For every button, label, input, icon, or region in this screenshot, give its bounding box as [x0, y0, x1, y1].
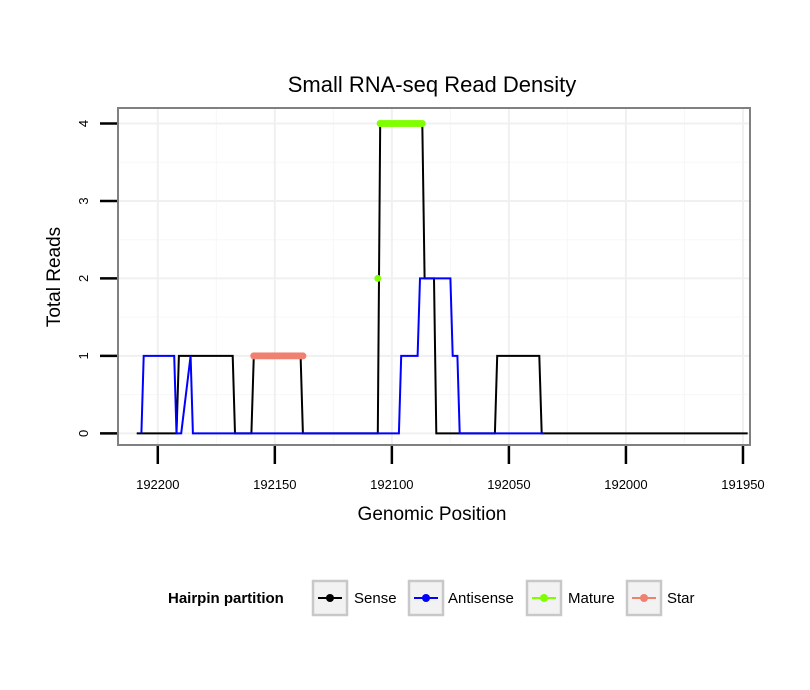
data-point-mature [374, 274, 382, 282]
data-point-star [299, 352, 307, 360]
data-point-mature [418, 119, 426, 127]
legend-label-sense: Sense [354, 590, 397, 607]
legend: Hairpin partition Sense Antisense Mature St… [168, 579, 695, 617]
x-axis: 192200 192150 192100 192050 192000 191950 [136, 446, 765, 492]
legend-key-dot [422, 594, 430, 602]
chart-title: Small RNA-seq Read Density [288, 72, 577, 97]
x-tick-label: 192150 [253, 477, 296, 492]
legend-key-mature [525, 579, 563, 617]
y-tick-label: 3 [76, 197, 91, 204]
y-tick-label: 2 [76, 275, 91, 282]
x-tick-label: 192050 [487, 477, 530, 492]
y-axis-title: Total Reads [44, 227, 65, 327]
legend-key-dot [640, 594, 648, 602]
legend-title: Hairpin partition [168, 590, 284, 607]
legend-label-star: Star [667, 590, 695, 607]
y-tick-label: 0 [76, 430, 91, 437]
plot-border [117, 107, 751, 446]
legend-label-antisense: Antisense [448, 590, 514, 607]
legend-label-mature: Mature [568, 590, 615, 607]
x-tick-label: 191950 [721, 477, 764, 492]
gridlines [118, 108, 750, 445]
legend-key-antisense [407, 579, 445, 617]
y-tick-label: 4 [76, 120, 91, 127]
series-line-antisense [140, 277, 544, 435]
y-tick-label: 1 [76, 352, 91, 359]
legend-key-star [625, 579, 663, 617]
y-axis: 0 1 2 3 4 [76, 120, 117, 437]
series-layer [136, 119, 748, 435]
x-tick-label: 192100 [370, 477, 413, 492]
legend-key-dot [540, 594, 548, 602]
legend-key-sense [311, 579, 349, 617]
plot-panel [118, 108, 750, 445]
x-tick-label: 192200 [136, 477, 179, 492]
plot-background [118, 108, 750, 445]
x-tick-label: 192000 [604, 477, 647, 492]
legend-key-dot [326, 594, 334, 602]
x-axis-title: Genomic Position [358, 504, 507, 525]
